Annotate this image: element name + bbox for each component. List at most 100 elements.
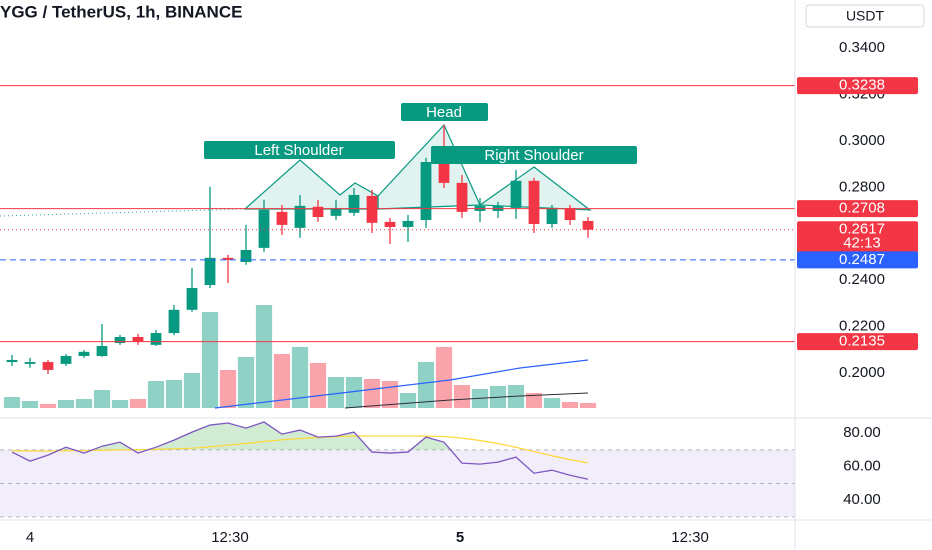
y-tick-label: 0.2200 [839,318,885,335]
candle-body [510,180,522,208]
candle-body [240,249,252,263]
volume-bar [111,400,129,408]
annotation: Right Shoulder [484,147,583,164]
volume-bar [399,393,417,408]
candle-body [96,346,108,357]
countdown: 42:13 [843,235,881,252]
rsi-tick-label: 40.00 [843,491,881,508]
candle-body [150,333,162,345]
candle-body [420,161,432,221]
candle-body [564,207,576,221]
annotation: Left Shoulder [254,142,343,159]
candle-body [438,159,450,183]
x-tick-label: 12:30 [211,529,249,546]
x-tick-label: 5 [456,529,464,546]
chart-title: YGG / TetherUS, 1h, BINANCE [0,2,242,21]
volume-bar [75,399,93,408]
rsi-line [11,421,589,480]
volume-ma [344,392,589,409]
price-tag [797,221,918,254]
price-tag-label: 0.2487 [839,251,885,268]
candle-body [204,257,216,285]
price-tag [797,251,918,269]
volume-bar [219,370,237,408]
annotation-box [204,141,395,159]
candle-body [6,359,18,363]
candle-body [528,180,540,224]
price-tag-label: 0.2708 [839,200,885,217]
volume-bar [417,362,435,408]
volume-bar [165,380,183,408]
price-tag-label: 0.2135 [839,333,885,350]
x-tick-label: 12:30 [671,529,709,546]
volume-bar [129,399,147,408]
candle-body [42,362,54,370]
price-tag [797,200,918,218]
volume-bar [525,393,543,408]
candle-body [330,207,342,216]
price-tag-label: 0.3238 [839,77,885,94]
candle-body [258,209,270,248]
currency-button[interactable] [805,4,925,28]
y-tick-label: 0.3000 [839,132,885,149]
rsi-ma-line [12,435,589,464]
rsi-tick-label: 80.00 [843,424,881,441]
rsi-tick-label: 60.00 [843,458,881,475]
candle-body [294,205,306,228]
candle-body [78,351,90,357]
volume-bar [39,404,57,408]
y-tick-label: 0.2000 [839,364,885,381]
trend-line [0,208,246,217]
annotation-box [431,146,637,164]
volume-bar [57,400,75,408]
candle-body [456,182,468,212]
volume-bar [363,379,381,408]
candle-body [114,336,126,344]
candle-body [312,206,324,217]
volume-bar [255,305,273,408]
annotation-box [401,103,488,121]
volume-bar [561,402,579,408]
price-tag-label: 0.2617 [839,221,885,238]
candle-body [276,211,288,225]
y-tick-label: 0.2800 [839,178,885,195]
volume-bar [201,312,219,408]
candle-body [168,309,180,334]
candle-body [186,288,198,310]
volume-bar [183,373,201,408]
x-tick-label: 4 [26,529,34,546]
volume-bar [543,398,561,408]
volume-ma [214,359,589,409]
volume-bar [147,381,165,408]
candle-body [582,220,594,230]
candle-body [366,195,378,223]
volume-bar [273,354,291,408]
candle-body [60,356,72,364]
y-tick-label: 0.2400 [839,271,885,288]
volume-bar [435,347,453,408]
volume-bar [453,385,471,408]
candle-body [132,336,144,342]
candle-body [402,220,414,227]
rsi-band [0,449,795,517]
candle-body [24,362,36,364]
volume-bar [237,357,255,408]
candle-body [348,194,360,213]
volume-bar [93,390,111,408]
price-tag [797,333,918,351]
annotation: Head [426,104,462,121]
volume-bar [309,363,327,408]
volume-bar [345,377,363,408]
volume-bar [3,397,21,408]
candle-body [384,221,396,227]
price-tag [797,77,918,95]
volume-bar [579,403,597,408]
volume-bar [21,401,39,408]
y-tick-label: 0.3400 [839,39,885,56]
candle-body [546,208,558,224]
volume-bar [327,377,345,408]
currency[interactable]: USDT [846,8,885,24]
volume-bar [291,347,309,408]
